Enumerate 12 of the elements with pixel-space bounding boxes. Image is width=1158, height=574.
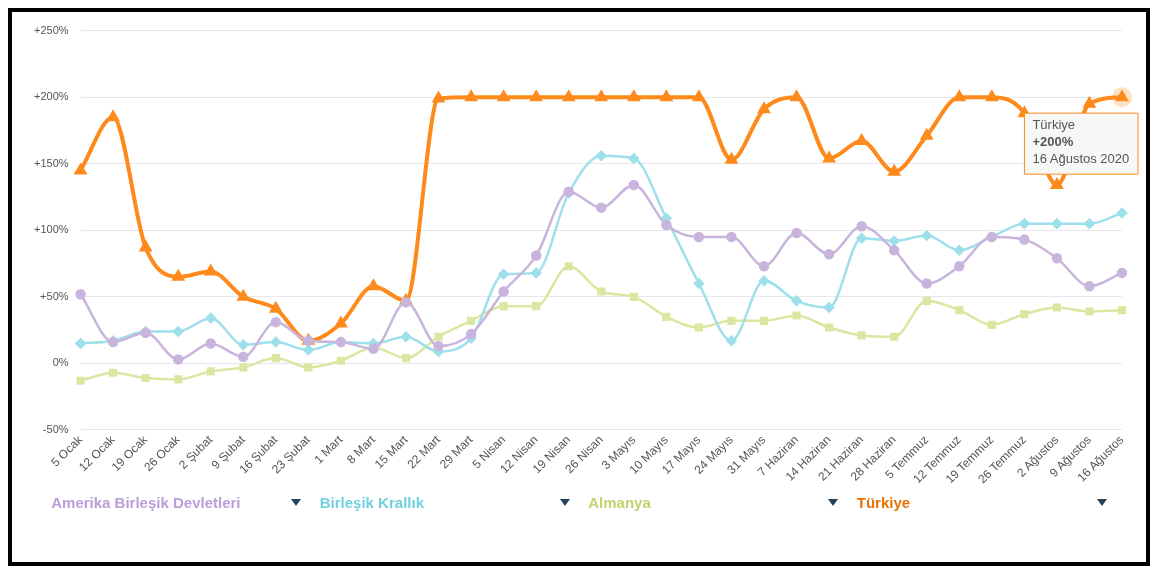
y-tick-label: +100% — [34, 223, 69, 236]
text: Almanya — [588, 494, 651, 511]
y-tick-label: +250% — [34, 23, 69, 36]
y-tick-label: -50% — [42, 422, 69, 435]
y-tick-label: +50% — [40, 289, 69, 302]
text: Amerika Birleşik Devletleri — [51, 494, 241, 511]
text: Türkiye — [856, 494, 911, 511]
text: Birleşik Krallık — [319, 494, 424, 511]
annotation: Türkiye +200% 16 Ağustos 2020 — [1032, 117, 1130, 167]
y-tick-label: 0% — [52, 356, 69, 369]
y-tick-label: +150% — [34, 156, 69, 169]
y-tick-label: +200% — [34, 90, 69, 103]
